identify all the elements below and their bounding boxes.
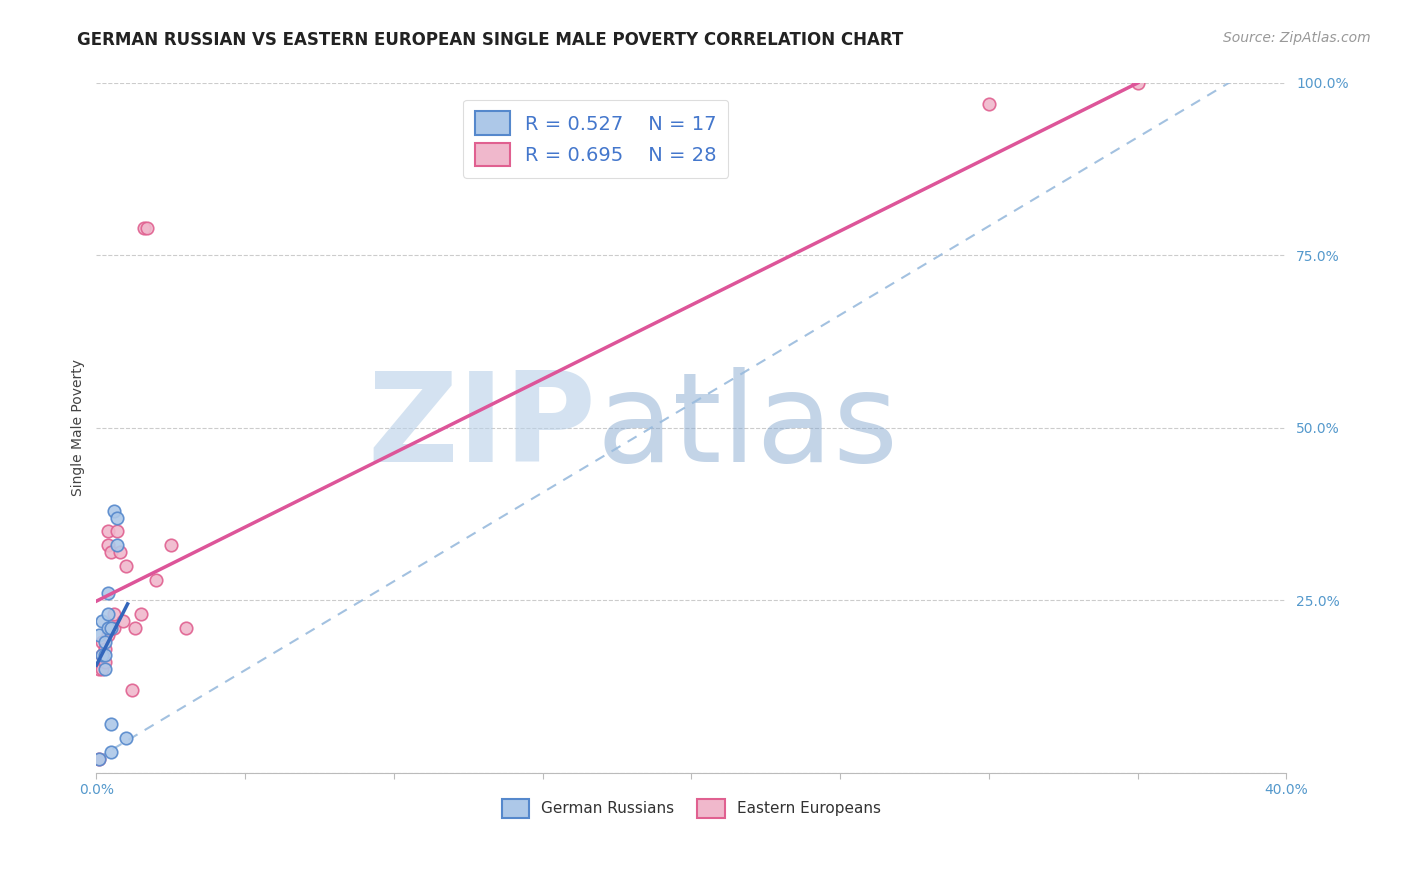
Point (97, 607, 120, 621)
Point (105, 510, 128, 524)
Y-axis label: Single Male Poverty: Single Male Poverty (72, 359, 86, 496)
Point (100, 717, 122, 731)
Point (94, 648, 117, 663)
Point (115, 558, 138, 573)
Point (91, 648, 114, 663)
Point (89, 662, 111, 676)
Point (94, 662, 117, 676)
Point (100, 621, 122, 635)
Point (94, 634, 117, 648)
Point (89, 752, 111, 766)
Text: ZIP: ZIP (367, 368, 596, 488)
Point (112, 614, 135, 628)
Point (94, 656, 117, 670)
Point (174, 621, 197, 635)
Point (97, 524, 120, 539)
Point (103, 621, 125, 635)
Point (91, 648, 114, 663)
Point (105, 538, 128, 552)
Point (159, 538, 181, 552)
Point (115, 731, 138, 746)
Point (91, 614, 114, 628)
Point (103, 503, 125, 517)
Point (129, 607, 152, 621)
Point (89, 752, 111, 766)
Point (124, 621, 146, 635)
Point (105, 524, 128, 539)
Text: Source: ZipAtlas.com: Source: ZipAtlas.com (1223, 31, 1371, 45)
Point (1126, 76, 1149, 90)
Point (89, 628, 111, 642)
Text: GERMAN RUSSIAN VS EASTERN EUROPEAN SINGLE MALE POVERTY CORRELATION CHART: GERMAN RUSSIAN VS EASTERN EUROPEAN SINGL… (77, 31, 904, 49)
Point (103, 607, 125, 621)
Point (145, 573, 167, 587)
Point (100, 621, 122, 635)
Point (132, 220, 155, 235)
Point (108, 545, 131, 559)
Point (94, 641, 117, 656)
Point (97, 538, 120, 552)
Legend: German Russians, Eastern Europeans: German Russians, Eastern Europeans (495, 793, 887, 823)
Text: atlas: atlas (596, 368, 898, 488)
Point (121, 682, 143, 697)
Point (91, 662, 114, 676)
Point (100, 745, 122, 759)
Point (91, 634, 114, 648)
Point (97, 628, 120, 642)
Point (977, 96, 1000, 111)
Point (97, 586, 120, 600)
Point (136, 220, 159, 235)
Point (100, 545, 122, 559)
Point (97, 621, 120, 635)
